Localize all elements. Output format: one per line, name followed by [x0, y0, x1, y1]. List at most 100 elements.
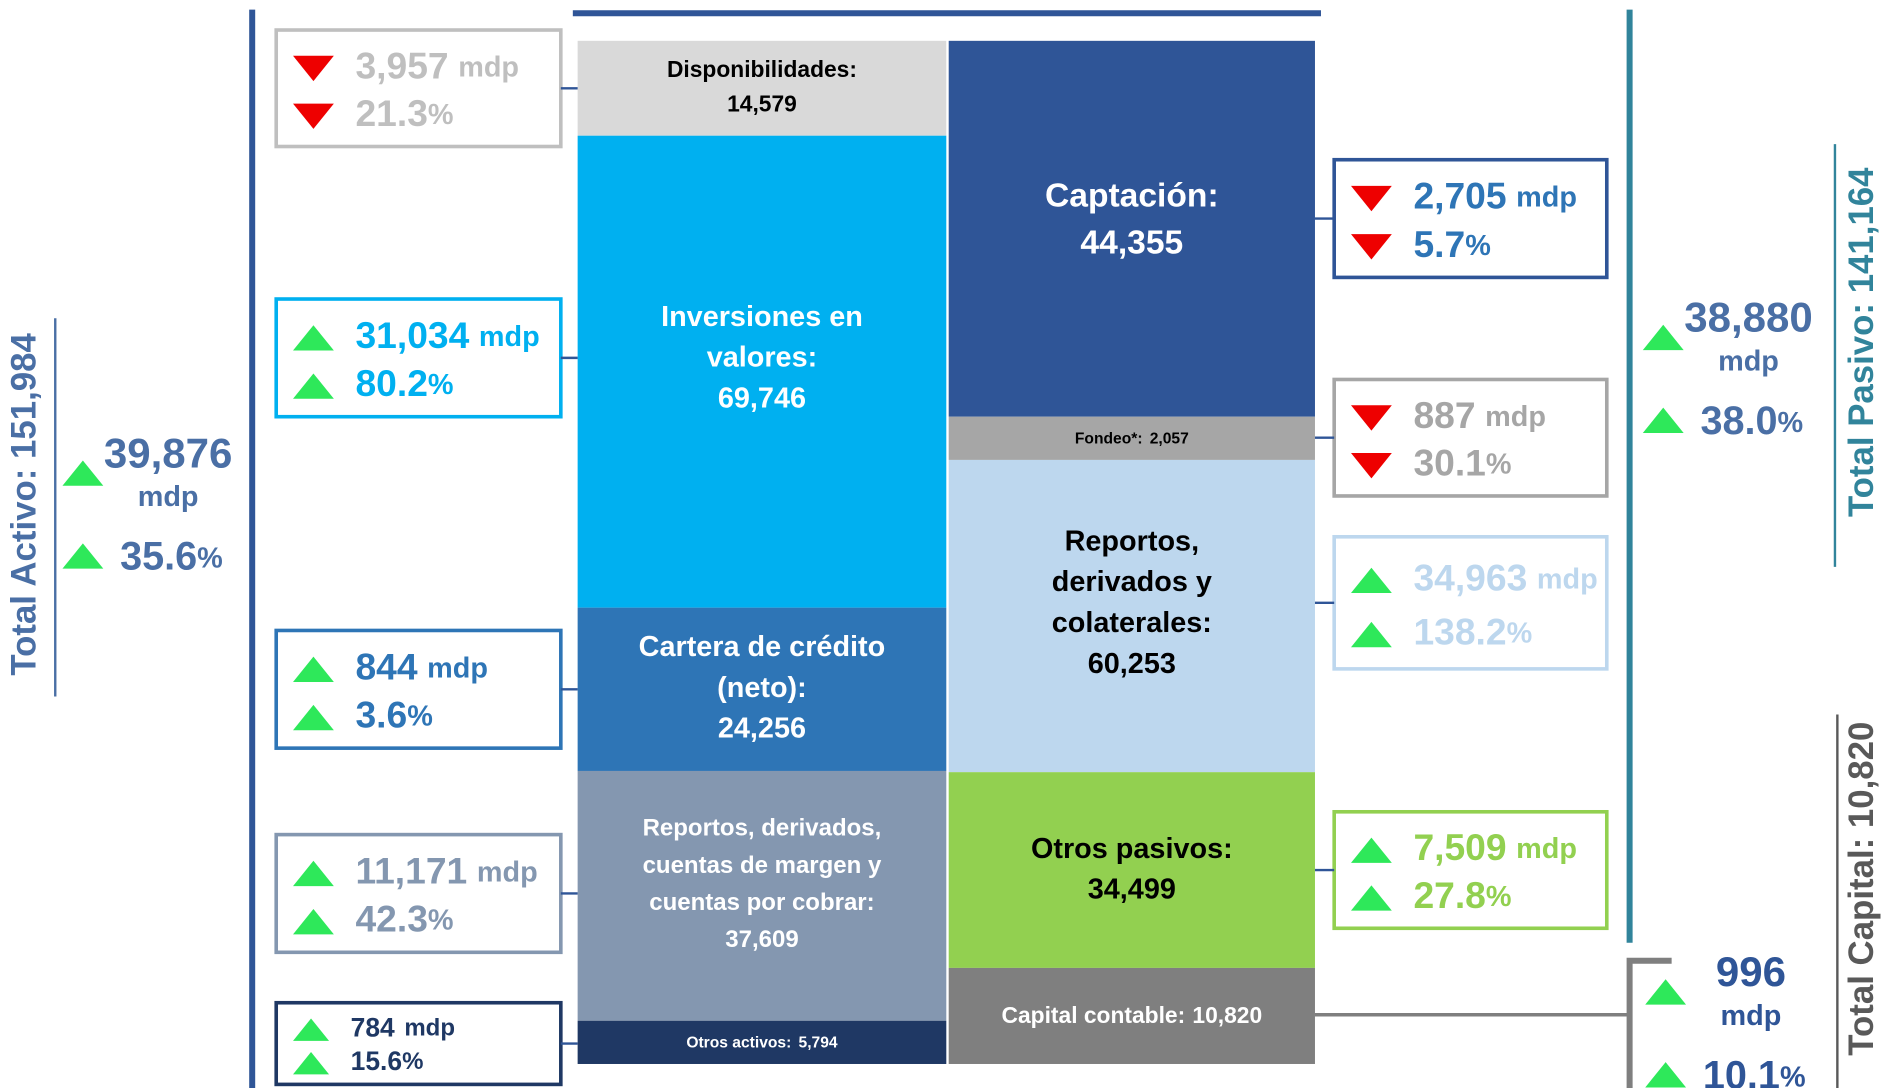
- arrow-up: [293, 704, 334, 731]
- arrow-up: [293, 373, 334, 399]
- unit: mdp: [477, 856, 538, 888]
- block-label: Cartera de crédito: [639, 631, 886, 663]
- unit: mdp: [1537, 563, 1598, 595]
- block: [948, 416, 1315, 460]
- total-pct: 38.0%: [1700, 399, 1803, 443]
- arrow-up: [293, 909, 334, 935]
- unit: mdp: [1516, 181, 1577, 213]
- block: [577, 770, 947, 1021]
- pct: 30.1: [1413, 442, 1485, 484]
- arrow-up: [293, 656, 334, 682]
- change-amount: 784 mdp: [351, 1013, 455, 1043]
- block: [577, 607, 947, 771]
- block-label: Otros activos: 5,794: [686, 1035, 838, 1052]
- change-pct: 138.2%: [1413, 610, 1532, 652]
- block-label: Inversiones en: [661, 301, 863, 333]
- arrow-up: [293, 1018, 330, 1041]
- unit: mdp: [1516, 833, 1577, 865]
- block-label: Capital contable: 10,820: [1002, 1002, 1263, 1028]
- change-amount: 2,705 mdp: [1413, 174, 1577, 216]
- unit: %: [407, 700, 433, 732]
- value-text: 2,057: [1150, 431, 1189, 448]
- block-label: Disponibilidades:: [667, 56, 857, 82]
- total-pct: 10.1%: [1703, 1054, 1806, 1088]
- block-label: Captación:: [1045, 177, 1219, 214]
- block-value: 69,746: [718, 383, 806, 415]
- change-amount: 31,034 mdp: [355, 314, 539, 356]
- arrow-up: [62, 460, 104, 486]
- unit: %: [1465, 229, 1491, 261]
- label-text: Otros activos:: [686, 1035, 791, 1052]
- total-unit: mdp: [1720, 1000, 1781, 1032]
- block: [948, 40, 1315, 417]
- change-amount: 34,963 mdp: [1413, 556, 1597, 598]
- change-amount: 7,509 mdp: [1413, 826, 1577, 868]
- pct: 5.7: [1413, 223, 1465, 265]
- block-label: Otros pasivos:: [1031, 833, 1233, 865]
- capital-bracket: [1626, 957, 1672, 1088]
- pct: 10.1: [1703, 1054, 1780, 1088]
- block: [948, 459, 1315, 773]
- pct: 138.2: [1413, 610, 1506, 652]
- unit: mdp: [458, 51, 519, 83]
- block-value: 60,253: [1088, 648, 1176, 680]
- total-amount: 39,876: [104, 429, 233, 476]
- change-pct: 27.8%: [1413, 874, 1511, 916]
- change-amount: 844 mdp: [355, 645, 488, 687]
- amount: 34,963: [1413, 556, 1527, 598]
- unit: mdp: [404, 1015, 455, 1042]
- arrow-up: [293, 1051, 330, 1075]
- change-pct: 80.2%: [355, 362, 453, 404]
- pct: 27.8: [1413, 874, 1485, 916]
- amount: 887: [1413, 394, 1475, 436]
- unit: mdp: [479, 320, 540, 352]
- block-value: 14,579: [727, 91, 797, 117]
- unit: %: [1780, 1061, 1806, 1088]
- value-text: 10,820: [1192, 1002, 1262, 1028]
- unit: %: [1486, 448, 1512, 480]
- arrow-up: [1642, 407, 1684, 433]
- block-value: 44,355: [1080, 224, 1183, 261]
- change-pct: 21.3%: [355, 92, 453, 134]
- arrow-down: [293, 55, 334, 82]
- block-label: colaterales:: [1052, 607, 1212, 639]
- amount: 11,171: [355, 849, 467, 891]
- change-box: [1332, 377, 1609, 498]
- amount: 2,705: [1413, 174, 1506, 216]
- total-amount: 996: [1716, 948, 1786, 995]
- change-box: [274, 28, 563, 149]
- arrow-down: [293, 103, 334, 129]
- pct: 38.0: [1700, 399, 1777, 443]
- block: [577, 1020, 947, 1064]
- change-pct: 42.3%: [355, 898, 453, 940]
- unit: mdp: [1485, 401, 1546, 433]
- total-unit: mdp: [1718, 345, 1779, 377]
- change-amount: 11,171 mdp: [355, 849, 537, 891]
- arrow-up: [1351, 567, 1392, 594]
- unit: %: [428, 99, 454, 131]
- arrow-down: [1351, 185, 1392, 212]
- change-amount: 887 mdp: [1413, 394, 1546, 436]
- arrow-up: [293, 325, 334, 351]
- total-pct: 35.6%: [120, 535, 223, 579]
- block-label: valores:: [707, 342, 818, 374]
- value-text: 5,794: [799, 1035, 838, 1052]
- block-value: 37,609: [725, 926, 798, 953]
- change-pct: 5.7%: [1413, 223, 1490, 265]
- pct: 3.6: [355, 693, 407, 735]
- amount: 844: [355, 645, 417, 687]
- arrow-up: [62, 543, 104, 569]
- arrow-up: [1645, 979, 1687, 1005]
- unit: %: [428, 369, 454, 401]
- block-label: cuentas por cobrar:: [649, 889, 874, 916]
- arrow-down: [1351, 453, 1392, 479]
- pct: 42.3: [355, 898, 427, 940]
- block-label: cuentas de margen y: [643, 852, 882, 879]
- unit: %: [428, 904, 454, 936]
- block: [948, 967, 1315, 1064]
- total-label: Total Capital: 10,820: [1842, 722, 1881, 1056]
- block-label: Reportos,: [1065, 525, 1199, 557]
- unit: mdp: [427, 652, 488, 684]
- block: [948, 772, 1315, 968]
